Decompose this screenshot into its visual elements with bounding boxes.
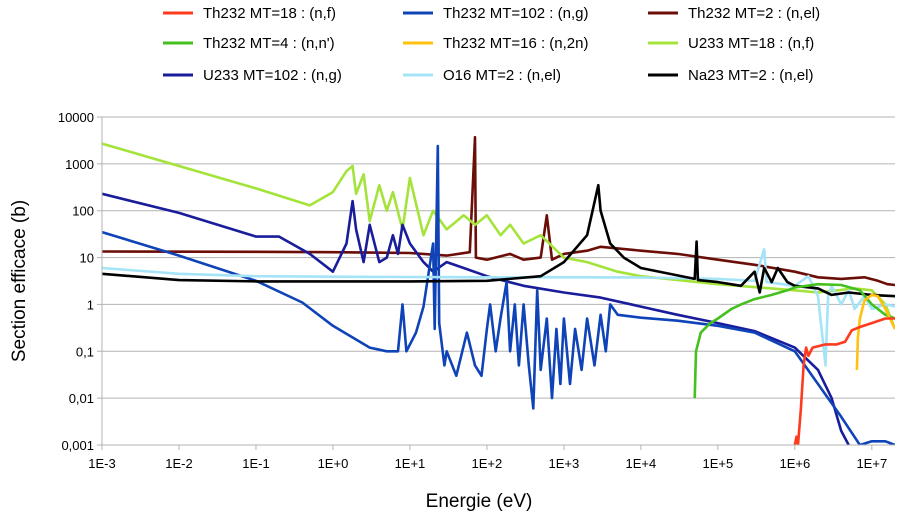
y-tick-labels: 0,001 0,01 0,1 1 10 100 1000 10000 <box>58 110 94 453</box>
y-tick-label: 100 <box>72 204 94 219</box>
legend-item: Th232 MT=102 : (n,g) <box>403 5 589 22</box>
legend-label: U233 MT=102 : (n,g) <box>203 67 342 84</box>
x-tick-label: 1E-1 <box>242 456 269 471</box>
legend-item: Th232 MT=16 : (n,2n) <box>403 35 589 52</box>
legend-label: Th232 MT=4 : (n,n') <box>203 35 335 52</box>
legend-item: Th232 MT=2 : (n,el) <box>648 5 820 22</box>
y-tick-label: 10 <box>80 251 94 266</box>
series-line-o16-mt-2-n-el <box>102 248 895 367</box>
y-tick-label: 0,01 <box>69 391 94 406</box>
x-tick-label: 1E+0 <box>318 456 349 471</box>
legend-label: Th232 MT=16 : (n,2n) <box>443 35 589 52</box>
series-line-th232-mt-16-n-2n <box>855 293 895 370</box>
x-tick-label: 1E+2 <box>472 456 503 471</box>
legend-item: Na23 MT=2 : (n,el) <box>648 67 813 84</box>
series-line-th232-mt-2-n-el <box>102 135 895 287</box>
legend-label: Th232 MT=2 : (n,el) <box>688 5 820 22</box>
legend: Th232 MT=18 : (n,f) Th232 MT=102 : (n,g) T… <box>163 5 820 84</box>
legend-item: U233 MT=18 : (n,f) <box>648 35 814 52</box>
x-tick-label: 1E+7 <box>856 456 887 471</box>
legend-label: Th232 MT=102 : (n,g) <box>443 5 589 22</box>
x-tick-label: 1E+4 <box>626 456 657 471</box>
legend-item: O16 MT=2 : (n,el) <box>403 67 561 84</box>
series-line-th232-mt-102-n-g <box>102 144 895 445</box>
series-line-na23-mt-2-n-el <box>102 183 895 298</box>
y-tick-label: 1 <box>87 297 94 312</box>
x-tick-label: 1E+3 <box>549 456 580 471</box>
x-tick-label: 1E+1 <box>395 456 426 471</box>
legend-item: Th232 MT=18 : (n,f) <box>163 5 336 22</box>
plot-area <box>102 135 895 445</box>
x-axis-title: Energie (eV) <box>426 491 533 512</box>
x-tick-label: 1E+6 <box>779 456 810 471</box>
y-tick-label: 0,1 <box>76 344 94 359</box>
legend-label: U233 MT=18 : (n,f) <box>688 35 814 52</box>
legend-item: U233 MT=102 : (n,g) <box>163 67 342 84</box>
x-tick-label: 1E-2 <box>165 456 192 471</box>
legend-item: Th232 MT=4 : (n,n') <box>163 35 335 52</box>
legend-label: Na23 MT=2 : (n,el) <box>688 67 813 84</box>
y-tick-label: 10000 <box>58 110 94 125</box>
x-tick-label: 1E+5 <box>702 456 733 471</box>
y-tick-label: 0,001 <box>61 438 94 453</box>
x-tick-labels: 1E-3 1E-2 1E-1 1E+0 1E+1 1E+2 1E+3 1E+4 1E+5 1E+6… <box>88 456 887 471</box>
series-line-u233-mt-18-n-f <box>102 142 895 330</box>
x-tick-label: 1E-3 <box>88 456 115 471</box>
y-axis-title: Section efficace (b) <box>9 200 30 362</box>
series-line-u233-mt-102-n-g <box>102 192 850 445</box>
series-line-th232-mt-18-n-f <box>793 317 895 445</box>
series-line-th232-mt-4-n-n <box>693 282 895 399</box>
axes <box>97 116 895 450</box>
legend-label: O16 MT=2 : (n,el) <box>443 67 561 84</box>
y-tick-label: 1000 <box>65 157 94 172</box>
legend-label: Th232 MT=18 : (n,f) <box>203 5 336 22</box>
